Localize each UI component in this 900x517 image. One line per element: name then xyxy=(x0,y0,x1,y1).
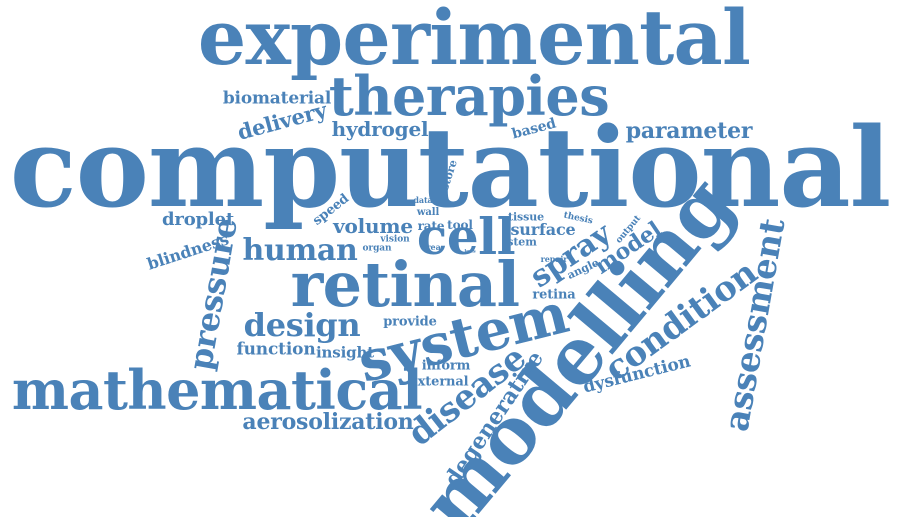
word-tool: tool xyxy=(447,218,473,232)
word-design: design xyxy=(243,306,361,344)
word-repair: repair xyxy=(540,254,568,264)
word-lens: lens xyxy=(464,248,476,255)
word-provide: provide xyxy=(383,314,437,330)
word-rate: rate xyxy=(417,219,445,233)
word-human: human xyxy=(242,233,358,268)
word-retinal: retinal xyxy=(290,248,520,321)
word-parameter: parameter xyxy=(625,118,753,144)
word-hydrogel: hydrogel xyxy=(331,117,429,141)
word-function: function xyxy=(236,339,316,360)
word-mathematical: mathematical xyxy=(11,358,423,422)
word-tissue: tissue xyxy=(508,210,544,224)
word-insight: insight xyxy=(315,343,375,362)
word-area: area xyxy=(421,242,441,252)
word-surface: surface xyxy=(510,220,576,239)
word-external: external xyxy=(409,374,469,390)
word-organ: organ xyxy=(362,243,392,254)
word-volume: volume xyxy=(333,214,413,238)
word-stem: stem xyxy=(507,235,537,249)
word-cell: cell xyxy=(416,207,516,266)
word-droplet: droplet xyxy=(161,209,235,230)
word-wall: wall xyxy=(416,207,440,218)
word-aerosolization: aerosolization xyxy=(242,409,414,435)
word-retina: retina xyxy=(532,287,576,303)
word-computational: computational xyxy=(9,103,892,232)
word-therapies: therapies xyxy=(328,64,610,128)
word-data: data xyxy=(413,195,433,205)
word-experimental: experimental xyxy=(197,0,751,82)
word-biomaterial: biomaterial xyxy=(222,88,332,109)
word-assessment: assessment xyxy=(716,215,794,435)
word-inform: inform xyxy=(421,358,471,374)
word-vision: vision xyxy=(380,234,410,245)
